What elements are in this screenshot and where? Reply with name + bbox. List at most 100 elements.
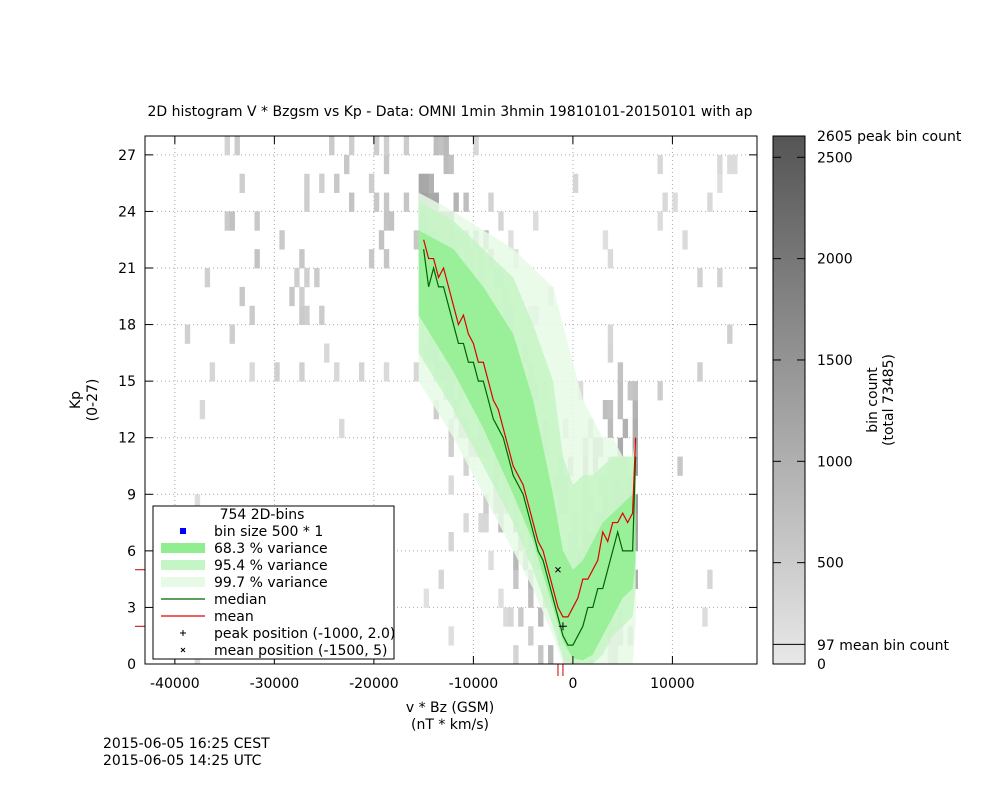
histogram-bin [607,324,614,344]
histogram-bin [209,362,216,382]
histogram-bin [677,456,683,476]
legend-label: 95.4 % variance [214,558,328,574]
y-tick-label: 18 [118,318,136,334]
histogram-bin [448,475,454,495]
histogram-bin [433,136,439,156]
colorbar-ticks: 0 500 1000 1500 2000 2500 [773,135,853,673]
histogram-bin [503,607,509,627]
histogram-bin [617,400,624,420]
y-tick-label: 9 [127,487,136,503]
histogram-bin [383,154,390,175]
histogram-bin [254,249,260,269]
x-tick-label: 0 [568,676,577,692]
histogram-bin [438,136,444,156]
histogram-bin [627,381,634,401]
variance-band [418,230,636,661]
x-axis-label: v * Bz (GSM) [406,700,494,716]
x-tick-label: -40000 [150,676,200,692]
histogram-bin [319,305,325,325]
legend-label: mean [214,609,254,625]
histogram-bin [299,362,305,382]
x-tick-label: -20000 [349,676,399,692]
histogram-bin [349,136,355,156]
histogram-bin [368,173,375,193]
legend-swatch [180,630,186,636]
histogram-bin [229,324,235,344]
colorbar-mean-label: 97 mean bin count [817,638,950,654]
legend-label: median [214,592,266,608]
histogram-bin [443,136,449,156]
histogram-bin [383,211,390,231]
histogram-bin [717,173,723,193]
histogram-bin [423,588,430,608]
histogram-bin [324,343,330,363]
histogram-bin [533,211,539,231]
histogram-bin [388,211,395,231]
timestamp-utc: 2015-06-05 14:25 UTC [103,753,262,769]
histogram-bin [498,211,504,231]
histogram-bin [518,607,524,627]
position-markers [135,566,567,676]
histogram-bin [234,136,240,156]
variance-bands [418,192,636,664]
plot-frame [144,135,758,665]
histogram-bin [717,268,723,288]
legend: 754 2D-bins bin size 500 * 168.3 % varia… [152,505,395,660]
histogram-bin [423,173,430,193]
histogram-bin [413,362,420,382]
histogram-bin [702,607,708,627]
histogram-bin [617,362,624,382]
timestamp-local: 2015-06-05 16:25 CEST [103,736,270,752]
histogram-bin [508,230,514,250]
histogram-bin [403,192,410,212]
histogram-bin [463,513,469,533]
histogram-bin [513,645,519,664]
y-tick-label: 12 [118,431,136,447]
colorbar-tick-label: 500 [817,556,844,572]
histogram-bin [334,173,340,193]
y-axis-unit: (0-27) [85,379,101,422]
histogram-bin [602,400,609,420]
histogram-bin [319,173,325,193]
histogram-bin [383,249,390,269]
histogram-bin [428,173,434,193]
colorbar-tick-label: 1500 [817,353,853,369]
histogram-bin [224,211,230,231]
histogram-bin [607,343,614,363]
histogram-bin [528,626,534,646]
histogram-bin [448,532,454,552]
histogram-bin [478,513,484,533]
mean-line [423,239,637,618]
histogram-bin [448,437,454,457]
median-line [423,249,637,646]
histogram-bin [299,286,305,307]
y-tick-label: 21 [118,261,136,277]
colorbar-label: bin count [865,367,881,433]
colorbar-peak-label: 2605 peak bin count [817,129,962,145]
colorbar-tick-label: 0 [817,657,826,673]
histogram-bin [279,230,285,250]
histogram-bin [383,136,390,156]
histogram-bin [373,136,380,156]
legend-swatch [161,577,205,587]
x-tick-label: -30000 [250,676,300,692]
histogram-bin [577,381,584,401]
histogram-bin [572,173,579,193]
histogram-bin [488,550,494,571]
histogram-bin [528,588,534,608]
histogram-bin [344,154,350,175]
legend-swatch [180,528,186,534]
histogram-bin [463,456,469,476]
histogram-bin [662,192,668,212]
stat-lines [423,239,637,646]
histogram-bin [732,154,738,175]
histogram-bin [513,569,519,589]
histogram-bin [304,305,310,325]
histogram-bin [607,400,614,420]
histogram-bin [194,494,201,514]
histogram-bin [304,173,310,193]
histogram-bin [657,211,663,231]
y-tick-label: 15 [118,374,136,390]
histogram-bin [632,400,638,420]
y-tick-label: 24 [118,204,136,220]
